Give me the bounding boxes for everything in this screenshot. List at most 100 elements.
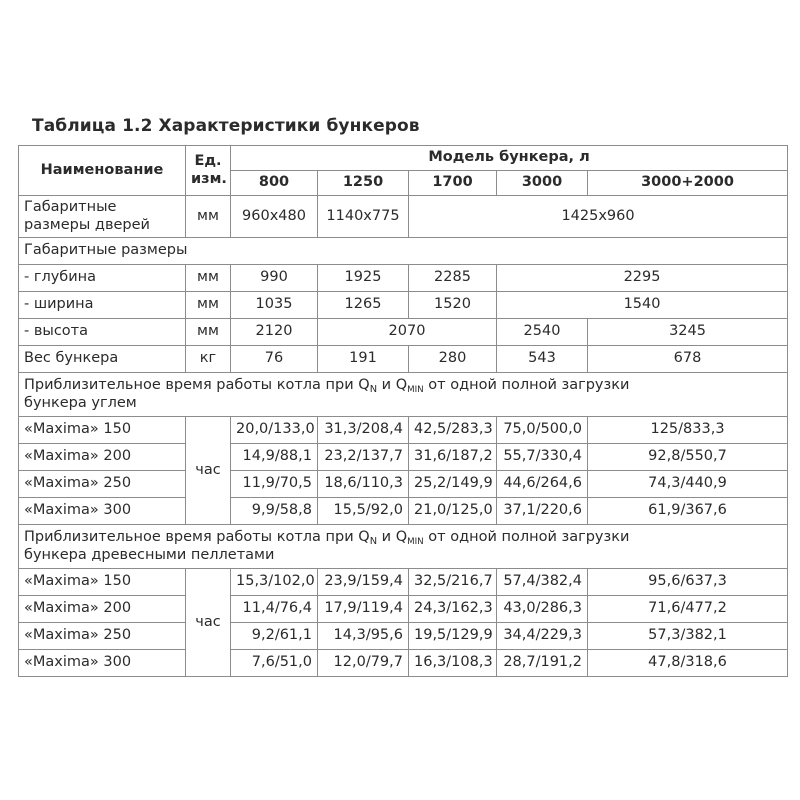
cell-coal-250-3000: 44,6/264,6 [496, 470, 588, 498]
row-label-pellet-300: «Maxima» 300 [18, 649, 186, 677]
cell-door-1250: 1140х775 [317, 195, 409, 238]
bunker-specifications-table: Наименование Ед. изм. Модель бункера, л … [17, 145, 789, 677]
table-row-pellet-150: «Maxima» 150 час 15,3/102,0 23,9/159,4 3… [18, 568, 789, 677]
cell-pellet-200-1700: 24,3/162,3 [408, 595, 497, 623]
cell-width-800: 1035 [230, 291, 318, 319]
cell-coal-250-3000-2000: 74,3/440,9 [586, 470, 789, 498]
table-header-row-1: Наименование Ед. изм. Модель бункера, л [18, 145, 789, 196]
row-label-height: - высота [18, 318, 186, 346]
coal-text-part2: и Q [377, 377, 408, 394]
row-unit-depth: мм [185, 264, 231, 292]
table-row-height: - высота мм 2120 2070 2540 3245 [18, 318, 789, 346]
cell-pellet-200-3000-2000: 71,6/477,2 [586, 595, 789, 623]
header-name: Наименование [18, 145, 186, 196]
row-label-width: - ширина [18, 291, 186, 319]
cell-pellet-200-3000: 43,0/286,3 [496, 595, 588, 623]
row-unit-door-dimensions: мм [185, 195, 231, 238]
header-unit: Ед. изм. [185, 145, 231, 196]
cell-coal-150-1250: 31,3/208,4 [317, 416, 409, 444]
cell-door-rest: 1425х960 [407, 195, 789, 238]
cell-pellet-250-800: 9,2/61,1 [230, 622, 318, 650]
pellet-text-line2: бункера древесными пеллетами [24, 546, 275, 563]
cell-coal-200-1700: 31,6/187,2 [408, 443, 497, 471]
cell-weight-3000-2000: 678 [586, 345, 789, 373]
pellet-sub-min: MIN [407, 536, 424, 547]
cell-pellet-250-3000-2000: 57,3/382,1 [586, 622, 789, 650]
cell-coal-300-3000-2000: 61,9/367,6 [586, 497, 789, 525]
table-row-door-dimensions: Габаритные размеры дверей мм 960х480 114… [18, 195, 789, 238]
cell-depth-1700: 2285 [408, 264, 497, 292]
coal-text-part3: от одной полной загрузки [423, 377, 630, 394]
row-label-coal-250: «Maxima» 250 [18, 470, 186, 498]
pellet-sub-n: N [369, 536, 378, 548]
row-unit-weight: кг [185, 345, 231, 373]
cell-coal-150-800: 20,0/133,0 [230, 416, 318, 444]
row-label-coal-150: «Maxima» 150 [18, 416, 186, 444]
section-overall-dimensions: Габаритные размеры [17, 237, 789, 265]
cell-weight-800: 76 [230, 345, 318, 373]
header-model-3000: 3000 [496, 170, 588, 196]
cell-pellet-150-3000: 57,4/382,4 [496, 568, 588, 596]
table-row-width: - ширина мм 1035 1265 1520 1540 [18, 291, 789, 319]
table-row-weight: Вес бункера кг 76 191 280 543 678 [18, 345, 789, 373]
cell-weight-3000: 543 [496, 345, 588, 373]
cell-coal-200-3000: 55,7/330,4 [496, 443, 588, 471]
table-row-coal-250: «Maxima» 250 11,9/70,5 18,6/110,3 25,2/1… [18, 470, 789, 498]
cell-coal-200-800: 14,9/88,1 [230, 443, 318, 471]
table-row-overall-header: Габаритные размеры [17, 237, 789, 265]
cell-coal-150-1700: 42,5/283,3 [408, 416, 497, 444]
cell-width-1700: 1520 [408, 291, 497, 319]
table-caption: Таблица 1.2 Характеристики бункеров [32, 116, 420, 136]
cell-weight-1250: 191 [317, 345, 409, 373]
cell-coal-250-1700: 25,2/149,9 [408, 470, 497, 498]
cell-pellet-300-1250: 12,0/79,7 [317, 649, 409, 677]
row-label-weight: Вес бункера [18, 345, 186, 373]
cell-depth-1250: 1925 [317, 264, 409, 292]
cell-pellet-200-1250: 17,9/119,4 [317, 595, 409, 623]
cell-pellet-150-1700: 32,5/216,7 [408, 568, 497, 596]
cell-width-rest: 1540 [495, 291, 789, 319]
row-unit-height: мм [185, 318, 231, 346]
cell-coal-250-800: 11,9/70,5 [230, 470, 318, 498]
header-model-3000-2000: 3000+2000 [586, 170, 789, 196]
table-header-row-2: 800 1250 1700 3000 3000+2000 [19, 170, 789, 196]
table-row-coal-200: «Maxima» 200 14,9/88,1 23,2/137,7 31,6/1… [18, 443, 789, 471]
cell-door-800: 960х480 [230, 195, 318, 238]
table-row-pellet-300: «Maxima» 300 7,6/51,0 12,0/79,7 16,3/108… [18, 649, 789, 677]
row-unit-coal: час [185, 416, 231, 525]
cell-coal-150-3000: 75,0/500,0 [496, 416, 588, 444]
cell-pellet-300-800: 7,6/51,0 [230, 649, 318, 677]
cell-coal-300-1700: 21,0/125,0 [408, 497, 497, 525]
table-row-depth: - глубина мм 990 1925 2285 2295 [18, 264, 789, 292]
row-label-depth: - глубина [18, 264, 186, 292]
cell-pellet-300-1700: 16,3/108,3 [408, 649, 497, 677]
cell-depth-rest: 2295 [495, 264, 789, 292]
cell-height-mid: 2070 [317, 318, 497, 346]
table-row-coal-section-header: Приблизительное время работы котла при Q… [17, 372, 789, 417]
row-unit-width: мм [185, 291, 231, 319]
cell-coal-150-3000-2000: 125/833,3 [586, 416, 789, 444]
cell-height-3000: 2540 [496, 318, 588, 346]
row-label-door-dimensions: Габаритные размеры дверей [18, 195, 186, 238]
header-model-1700: 1700 [408, 170, 497, 196]
cell-pellet-300-3000-2000: 47,8/318,6 [586, 649, 789, 677]
row-label-door-dimensions-line1: Габаритные [24, 199, 117, 216]
row-label-pellet-250: «Maxima» 250 [18, 622, 186, 650]
table-row-coal-300: «Maxima» 300 9,9/58,8 15,5/92,0 21,0/125… [18, 497, 789, 525]
row-label-door-dimensions-line2: размеры дверей [24, 216, 150, 233]
cell-pellet-250-1700: 19,5/129,9 [408, 622, 497, 650]
pellet-text-part1: Приблизительное время работы котла при Q [24, 529, 370, 546]
header-unit-line2: изм. [191, 170, 227, 187]
cell-pellet-150-1250: 23,9/159,4 [317, 568, 409, 596]
row-label-pellet-200: «Maxima» 200 [18, 595, 186, 623]
cell-pellet-250-1250: 14,3/95,6 [317, 622, 409, 650]
cell-pellet-200-800: 11,4/76,4 [230, 595, 318, 623]
row-label-pellet-150: «Maxima» 150 [18, 568, 186, 596]
coal-sub-min: MIN [407, 384, 424, 395]
cell-pellet-150-800: 15,3/102,0 [230, 568, 318, 596]
table-row-pellet-250: «Maxima» 250 9,2/61,1 14,3/95,6 19,5/129… [18, 622, 789, 650]
cell-coal-200-3000-2000: 92,8/550,7 [586, 443, 789, 471]
cell-coal-200-1250: 23,2/137,7 [317, 443, 409, 471]
table-row-coal-150: «Maxima» 150 час 20,0/133,0 31,3/208,4 4… [18, 416, 789, 525]
